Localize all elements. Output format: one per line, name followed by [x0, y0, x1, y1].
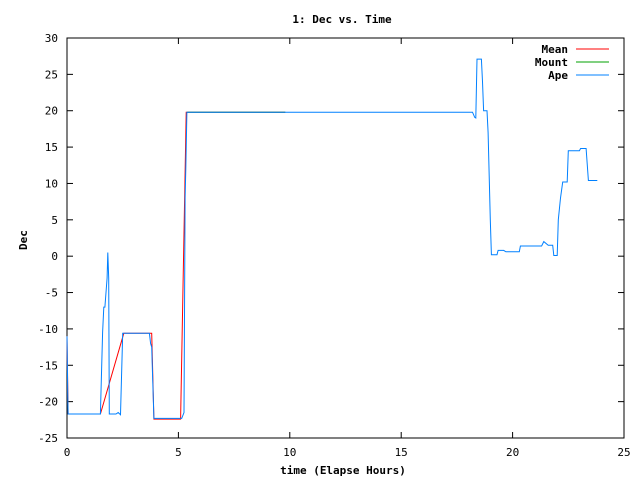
- legend-label-mean: Mean: [542, 43, 569, 56]
- y-tick-label: -15: [38, 359, 58, 372]
- y-axis: -25 -20 -15 -10 -5 0 5 10 15 20 25 30: [38, 32, 624, 445]
- x-tick-label: 0: [64, 446, 71, 459]
- y-tick-label: 10: [45, 177, 58, 190]
- chart-title: 1: Dec vs. Time: [292, 13, 392, 26]
- x-axis: 0 5 10 15 20 25: [64, 38, 631, 459]
- x-tick-label: 10: [283, 446, 296, 459]
- legend-label-ape: Ape: [548, 69, 568, 82]
- y-tick-label: -25: [38, 432, 58, 445]
- series-line-mean: [66, 111, 286, 420]
- y-tick-label: 0: [51, 250, 58, 263]
- x-tick-label: 15: [395, 446, 408, 459]
- x-tick-label: 20: [506, 446, 519, 459]
- x-tick-label: 5: [175, 446, 182, 459]
- series-lines: [66, 58, 598, 420]
- y-tick-label: 30: [45, 32, 58, 45]
- x-tick-label: 25: [617, 446, 630, 459]
- y-axis-label: Dec: [17, 230, 30, 250]
- y-tick-label: 20: [45, 105, 58, 118]
- series-line-ape: [66, 58, 598, 419]
- y-tick-label: 15: [45, 141, 58, 154]
- x-axis-label: time (Elapse Hours): [280, 464, 406, 477]
- legend-label-mount: Mount: [535, 56, 568, 69]
- plot-frame: [66, 37, 625, 439]
- y-tick-label: 25: [45, 68, 58, 81]
- plot-border: [66, 37, 625, 439]
- y-tick-label: -10: [38, 323, 58, 336]
- y-tick-label: -5: [45, 287, 58, 300]
- y-tick-label: 5: [51, 214, 58, 227]
- y-tick-label: -20: [38, 396, 58, 409]
